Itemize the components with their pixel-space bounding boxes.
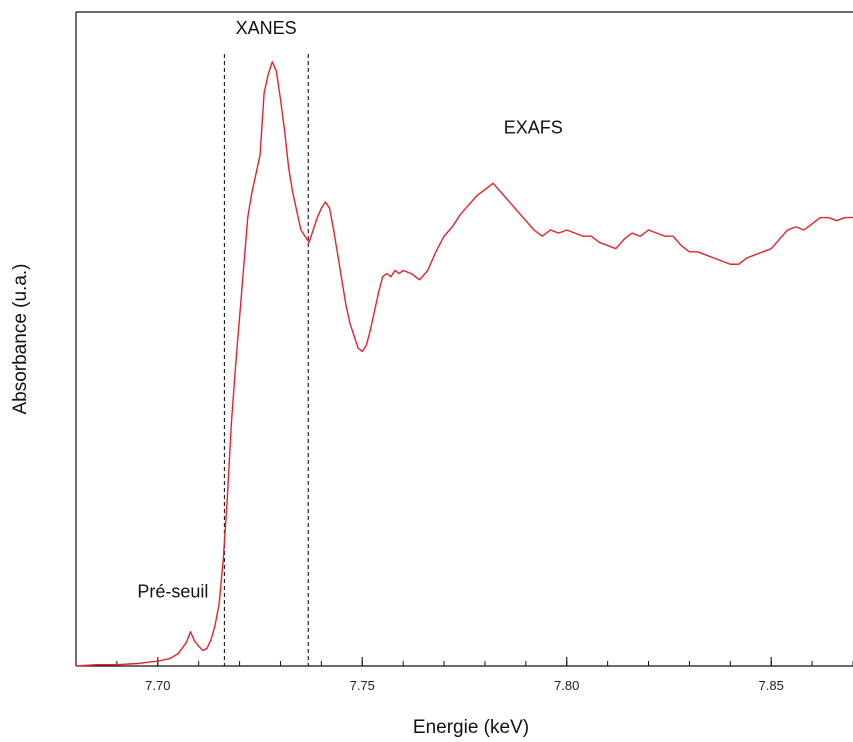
annotation-label: Pré-seuil: [137, 581, 208, 601]
annotation-label: XANES: [236, 18, 297, 38]
x-tick-label: 7.85: [759, 678, 784, 693]
region-boundary-lines: [223, 54, 309, 666]
x-axis-title: Energie (keV): [413, 717, 529, 738]
absorption-spectrum-line: [75, 61, 853, 667]
annotation-label: EXAFS: [504, 117, 563, 137]
x-tick-label: 7.80: [554, 678, 579, 693]
x-tick-label: 7.70: [145, 678, 170, 693]
y-axis-title: Absorbance (u.a.): [10, 263, 31, 414]
plot-frame: [75, 11, 853, 667]
x-axis-ticks: [75, 657, 853, 666]
x-axis-tick-labels: 7.70 7.75 7.80 7.85: [145, 678, 784, 693]
region-annotations: XANES EXAFS Pré-seuil: [137, 18, 562, 602]
x-tick-label: 7.75: [350, 678, 375, 693]
